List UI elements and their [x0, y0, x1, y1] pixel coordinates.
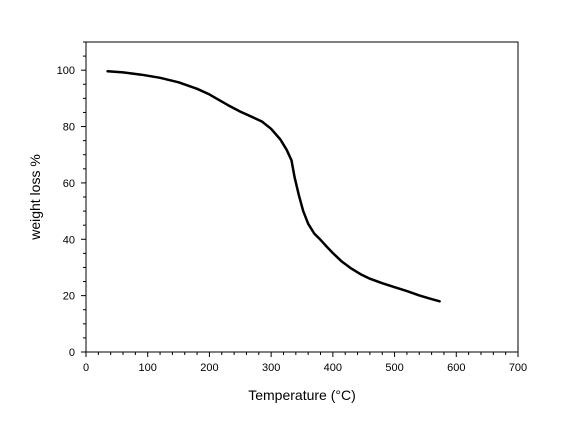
y-tick-label: 80 — [63, 122, 75, 134]
x-tick-label: 400 — [324, 362, 342, 374]
series-line — [106, 70, 441, 303]
y-tick-label: 20 — [63, 291, 75, 303]
x-tick-label: 200 — [200, 362, 218, 374]
x-tick-label: 100 — [139, 362, 157, 374]
y-tick-label: 60 — [63, 178, 75, 190]
y-tick-label: 100 — [57, 65, 75, 77]
x-tick-label: 500 — [385, 362, 403, 374]
y-tick-label: 40 — [63, 234, 75, 246]
series-layer — [106, 70, 441, 303]
x-tick-label: 700 — [509, 362, 527, 374]
x-axis-label: Temperature (°C) — [248, 387, 356, 403]
x-tick-label: 0 — [83, 362, 89, 374]
ticks-layer: 0 100 200 300 400 500 600 700 0 20 40 60 80 100 — [57, 41, 527, 374]
plot-frame — [85, 41, 519, 353]
x-tick-label: 300 — [262, 362, 280, 374]
y-axis-label: weight loss % — [27, 154, 43, 241]
x-tick-label: 600 — [447, 362, 465, 374]
y-tick-label: 0 — [69, 347, 75, 359]
